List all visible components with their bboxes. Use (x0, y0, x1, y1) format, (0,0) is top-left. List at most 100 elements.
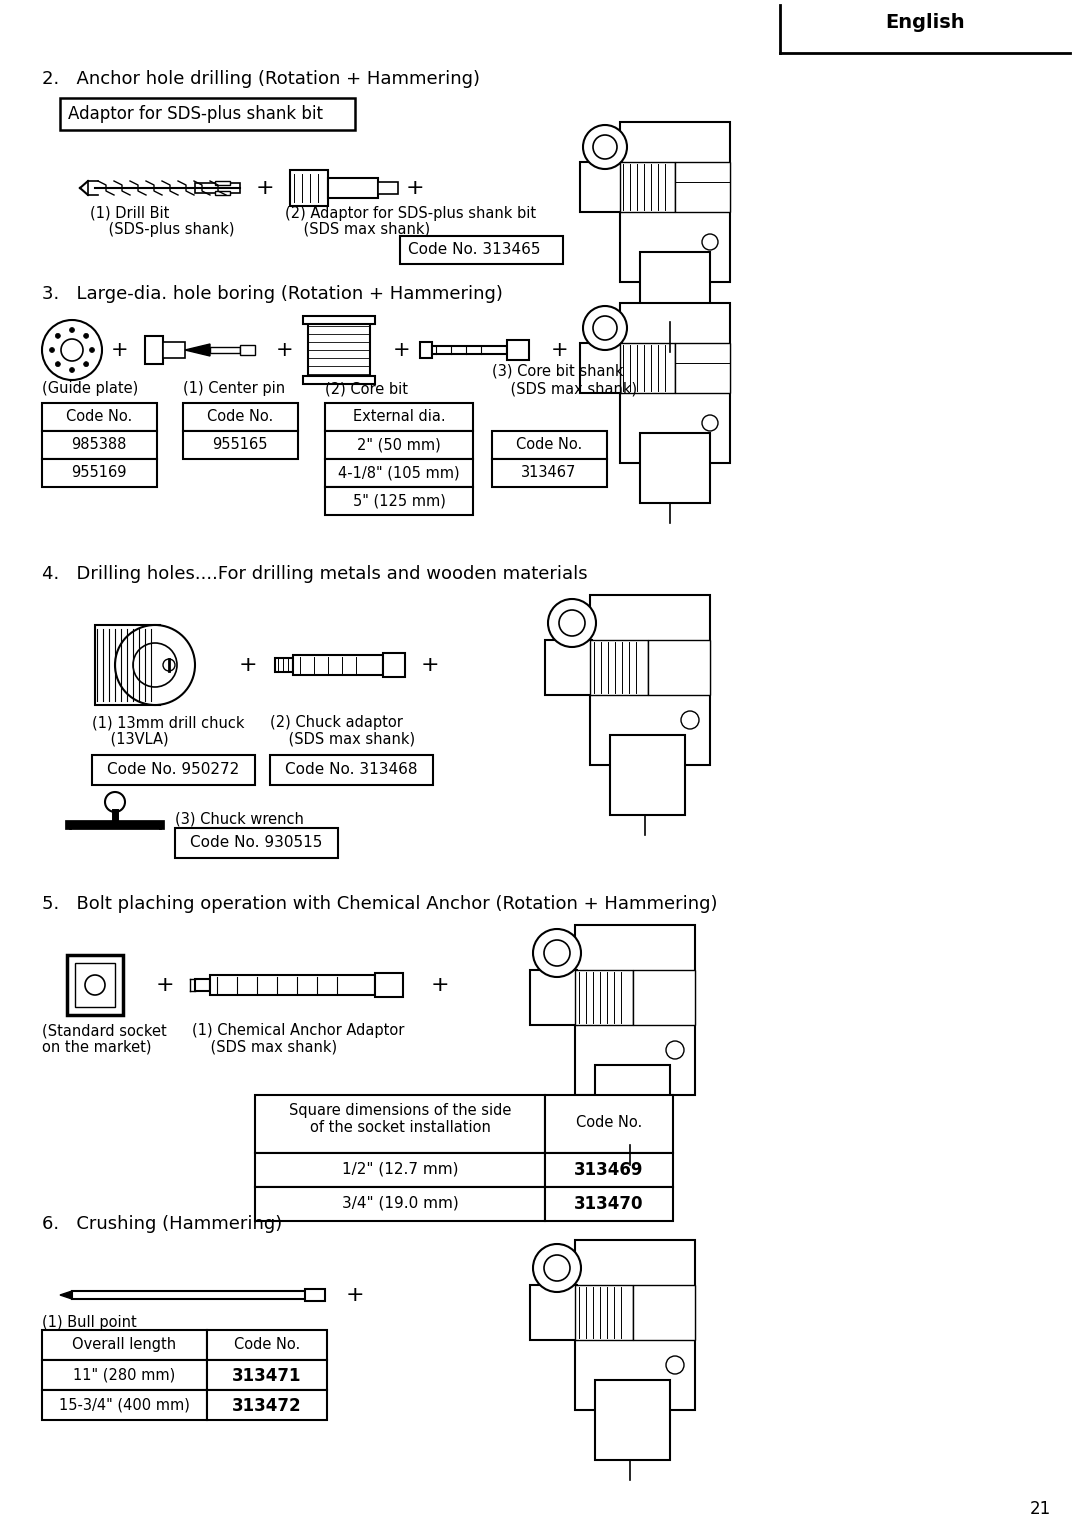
Bar (590, 641, 648, 696)
Circle shape (114, 625, 195, 705)
Circle shape (666, 1356, 684, 1375)
Bar (580, 162, 622, 213)
Bar (215, 191, 230, 196)
Circle shape (69, 327, 75, 332)
Bar (210, 976, 375, 995)
Bar (383, 653, 405, 677)
Circle shape (90, 347, 95, 353)
Text: Code No.: Code No. (66, 408, 132, 424)
Bar (275, 657, 293, 673)
Bar (640, 433, 710, 503)
Bar (432, 346, 507, 355)
Text: +: + (406, 177, 424, 197)
Text: Code No.: Code No. (576, 1115, 643, 1130)
Bar (590, 595, 710, 764)
Text: (SDS max shank): (SDS max shank) (192, 1040, 337, 1053)
Bar (675, 162, 730, 213)
Circle shape (593, 317, 617, 339)
Circle shape (69, 367, 75, 373)
Bar (240, 346, 255, 355)
Bar (183, 404, 298, 431)
Bar (163, 342, 185, 358)
Text: Code No.: Code No. (207, 408, 273, 424)
Circle shape (85, 976, 105, 995)
Text: 4.   Drilling holes....For drilling metals and wooden materials: 4. Drilling holes....For drilling metals… (42, 566, 588, 583)
Text: 11" (280 mm): 11" (280 mm) (72, 1367, 175, 1382)
Bar (60, 98, 355, 130)
Circle shape (583, 306, 627, 350)
Text: (Guide plate): (Guide plate) (42, 381, 138, 396)
Circle shape (534, 1245, 581, 1292)
Text: Overall length: Overall length (72, 1336, 176, 1352)
Text: (SDS max shank): (SDS max shank) (492, 381, 637, 396)
Circle shape (702, 234, 718, 251)
Text: 313471: 313471 (232, 1367, 301, 1385)
Text: (1) Drill Bit: (1) Drill Bit (90, 206, 170, 222)
Bar (620, 342, 675, 393)
Text: 6.   Crushing (Hammering): 6. Crushing (Hammering) (42, 1216, 282, 1232)
Text: +: + (156, 976, 174, 995)
Bar (575, 1240, 696, 1410)
Text: Code No. 930515: Code No. 930515 (190, 835, 322, 850)
Text: Square dimensions of the side
of the socket installation: Square dimensions of the side of the soc… (288, 1102, 511, 1136)
Circle shape (105, 792, 125, 812)
Bar (207, 1390, 327, 1420)
Text: +: + (431, 976, 449, 995)
Bar (303, 317, 375, 324)
Text: (1) Bull point: (1) Bull point (42, 1315, 137, 1330)
Bar (325, 431, 473, 459)
Text: 313467: 313467 (522, 465, 577, 480)
Text: 5.   Bolt plaching operation with Chemical Anchor (Rotation + Hammering): 5. Bolt plaching operation with Chemical… (42, 894, 717, 913)
Bar (575, 969, 633, 1024)
Bar (328, 177, 378, 197)
Bar (575, 925, 696, 1095)
Text: (Standard socket: (Standard socket (42, 1023, 166, 1038)
Bar (580, 342, 622, 393)
Bar (575, 1284, 633, 1339)
Circle shape (42, 320, 102, 381)
Bar (42, 459, 157, 488)
Text: 3.   Large-dia. hole boring (Rotation + Hammering): 3. Large-dia. hole boring (Rotation + Ha… (42, 284, 503, 303)
Text: (SDS max shank): (SDS max shank) (270, 731, 415, 746)
Circle shape (593, 135, 617, 159)
Text: (SDS-plus shank): (SDS-plus shank) (90, 222, 234, 237)
Text: 313470: 313470 (575, 1196, 644, 1212)
Bar (145, 336, 163, 364)
Bar (42, 431, 157, 459)
Text: +: + (551, 339, 569, 359)
Circle shape (55, 362, 60, 367)
Bar (92, 755, 255, 784)
Text: +: + (239, 654, 257, 674)
Bar (492, 459, 607, 488)
Bar (420, 342, 432, 358)
Bar (620, 162, 675, 213)
Text: 313469: 313469 (575, 1161, 644, 1179)
Bar (325, 404, 473, 431)
Text: (1) 13mm drill chuck: (1) 13mm drill chuck (92, 716, 244, 729)
Bar (492, 431, 607, 459)
Text: +: + (111, 339, 129, 359)
Bar (67, 956, 123, 1015)
Bar (42, 1390, 207, 1420)
Bar (183, 431, 298, 459)
Bar (610, 735, 685, 815)
Circle shape (534, 930, 581, 977)
Circle shape (133, 644, 177, 687)
Circle shape (702, 414, 718, 431)
Bar (195, 183, 240, 193)
Text: +: + (346, 1284, 364, 1304)
Bar (291, 170, 328, 206)
Circle shape (60, 339, 83, 361)
Text: +: + (393, 339, 410, 359)
Text: 2.   Anchor hole drilling (Rotation + Hammering): 2. Anchor hole drilling (Rotation + Hamm… (42, 70, 480, 89)
Bar (255, 1187, 545, 1222)
Bar (545, 641, 592, 696)
Bar (95, 625, 160, 705)
Text: (13VLA): (13VLA) (92, 731, 168, 746)
Bar (270, 755, 433, 784)
Circle shape (544, 940, 570, 966)
Text: 313472: 313472 (232, 1398, 301, 1414)
Bar (378, 182, 399, 194)
Circle shape (548, 599, 596, 647)
Text: (SDS max shank): (SDS max shank) (285, 222, 430, 237)
